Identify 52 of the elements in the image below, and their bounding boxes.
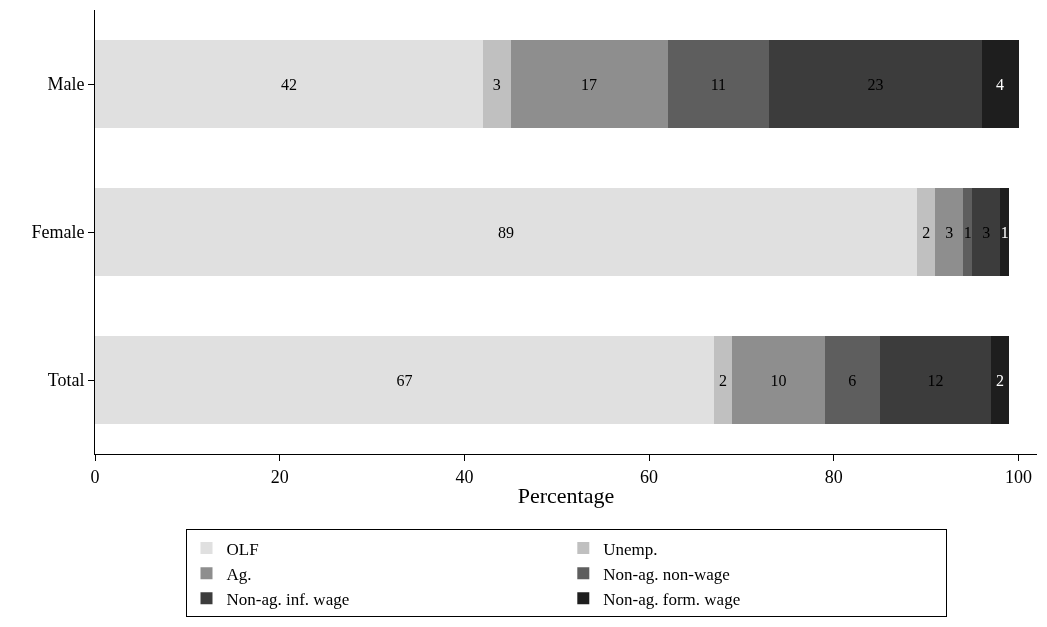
x-tick-label: 100 [1005,466,1033,487]
bar [95,335,714,425]
data-label: 1 [1000,223,1009,241]
bar [95,187,917,277]
bar [1000,187,1010,277]
x-axis-title: Percentage [517,483,615,509]
bar [482,39,511,129]
y-tick-label: Total [47,370,85,391]
bar [916,187,936,277]
data-label: 10 [770,371,787,389]
data-label: 23 [867,75,884,93]
data-label: 6 [848,371,857,389]
bar [935,187,964,277]
x-tick-label: 40 [455,466,474,487]
data-label: 2 [996,371,1005,389]
y-tick-label: Male [47,74,85,95]
bar [510,39,668,129]
bar [667,39,770,129]
bar [95,39,483,129]
data-label: 2 [719,371,727,389]
data-label: 17 [581,75,598,93]
data-label: 42 [280,75,297,93]
bar [880,335,991,425]
data-label: 67 [396,371,413,389]
bar [972,187,1001,277]
bar [713,335,733,425]
data-label: 3 [982,223,991,241]
legend-label: OLF [226,539,259,559]
bar [824,335,880,425]
y-tick-label: Female [31,222,85,243]
legend-label: Ag. [226,564,252,584]
data-label: 1 [963,223,972,241]
bar [963,187,973,277]
data-label: 11 [710,75,727,93]
bar [981,39,1019,129]
legend-label: Unemp. [603,539,658,559]
data-label: 3 [945,223,954,241]
x-tick-label: 60 [640,466,659,487]
x-tick-label: 0 [90,466,100,487]
data-label: 2 [922,223,931,241]
bar [990,335,1010,425]
data-label: 89 [497,223,514,241]
data-label: 4 [996,75,1005,93]
data-label: 3 [492,75,501,93]
legend-label: Non-ag. inf. wage [226,589,350,609]
legend-label: Non-ag. non-wage [603,564,730,584]
bar [732,335,825,425]
x-tick-label: 20 [270,466,289,487]
legend-label: Non-ag. form. wage [603,589,741,609]
data-label: 12 [927,371,944,389]
x-tick-label: 80 [824,466,843,487]
bar [769,39,982,129]
